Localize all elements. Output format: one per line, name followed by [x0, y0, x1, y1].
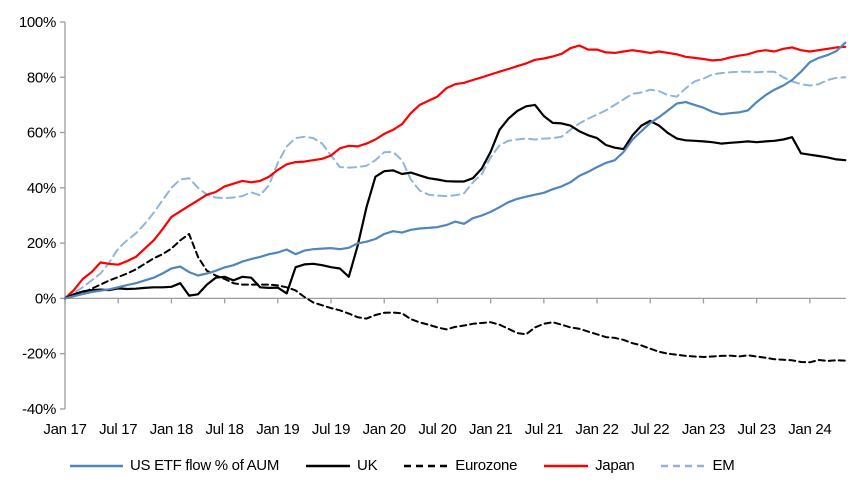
- x-tick-label: Jan 18: [150, 421, 193, 438]
- x-tick-label: Jul 21: [525, 421, 563, 438]
- y-tick-label: 0%: [35, 290, 56, 307]
- legend-label: US ETF flow % of AUM: [130, 457, 280, 474]
- y-tick-label: 60%: [27, 125, 56, 142]
- x-tick-label: Jul 18: [205, 421, 243, 438]
- x-tick-label: Jan 24: [788, 421, 831, 438]
- legend-swatch-icon: [70, 464, 123, 467]
- legend-label: Japan: [595, 457, 635, 474]
- x-tick-label: Jul 19: [312, 421, 350, 438]
- legend-item-japan: Japan: [544, 457, 635, 474]
- legend-item-uk: UK: [306, 457, 378, 474]
- x-tick-label: Jul 17: [99, 421, 137, 438]
- x-tick-label: Jan 17: [43, 421, 86, 438]
- x-tick-label: Jul 20: [418, 421, 456, 438]
- y-tick-label: -20%: [22, 346, 56, 363]
- legend-item-em: EM: [661, 457, 735, 474]
- x-tick-label: Jan 22: [575, 421, 618, 438]
- x-tick-label: Jan 21: [469, 421, 512, 438]
- legend-label: Eurozone: [455, 457, 518, 474]
- legend-swatch-icon: [404, 464, 449, 467]
- y-tick-label: 40%: [27, 180, 56, 197]
- chart-legend: US ETF flow % of AUM UK Eurozone Japan EM: [70, 457, 735, 474]
- y-tick-label: 20%: [27, 235, 56, 252]
- series-line-eurozone: [64, 233, 847, 364]
- x-tick-label: Jan 23: [682, 421, 725, 438]
- legend-swatch-icon: [544, 464, 589, 467]
- y-tick-label: 80%: [27, 69, 56, 86]
- legend-label: EM: [712, 457, 735, 474]
- x-tick-label: Jul 22: [631, 421, 669, 438]
- legend-swatch-icon: [661, 464, 706, 467]
- legend-item-us-etf-flow-of-aum: US ETF flow % of AUM: [70, 457, 279, 474]
- series-line-japan: [63, 44, 847, 300]
- legend-swatch-icon: [306, 464, 351, 467]
- y-tick-label: -40%: [22, 401, 56, 418]
- x-tick-label: Jan 20: [363, 421, 406, 438]
- series-line-us-etf-flow-of-aum: [63, 41, 847, 300]
- legend-item-eurozone: Eurozone: [404, 457, 517, 474]
- series-line-uk: [63, 103, 847, 300]
- x-tick-label: Jul 23: [738, 421, 776, 438]
- series-line-em: [64, 70, 847, 300]
- x-tick-label: Jan 19: [256, 421, 299, 438]
- legend-label: UK: [357, 457, 378, 474]
- y-tick-label: 100%: [19, 14, 56, 31]
